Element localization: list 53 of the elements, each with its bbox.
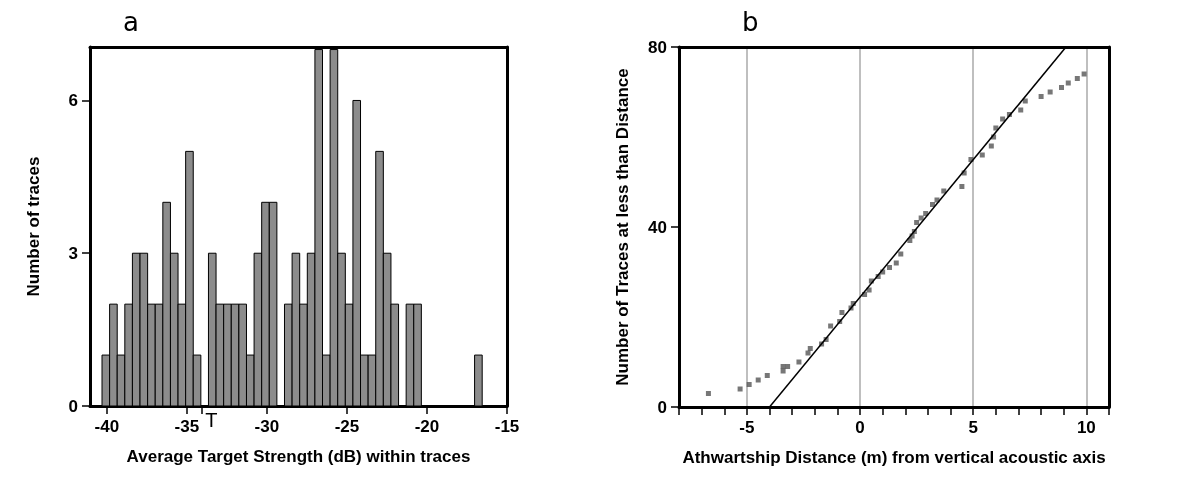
x-tick-label: -5	[739, 418, 755, 437]
x-axis-title: Average Target Strength (dB) within traces	[126, 447, 471, 466]
point	[839, 310, 845, 315]
point	[988, 143, 994, 149]
x-tick-label: -25	[334, 417, 360, 436]
y-axis-title: Number of Traces at less than Distance	[613, 68, 632, 386]
point	[805, 350, 811, 356]
point	[807, 346, 813, 351]
x-tick-label: 10	[1076, 418, 1096, 437]
point	[914, 220, 920, 225]
x-tick-label: -20	[414, 417, 440, 436]
point	[893, 260, 899, 266]
point	[1065, 80, 1071, 86]
chart-title: b	[742, 7, 759, 37]
point	[746, 382, 752, 387]
x-tick-label: 5	[968, 418, 978, 437]
point	[1058, 85, 1064, 90]
y-tick-label: 6	[68, 90, 78, 110]
x-tick-label: 0	[855, 418, 865, 437]
point	[979, 152, 985, 158]
point	[1081, 71, 1087, 77]
point	[886, 265, 892, 270]
point	[1000, 116, 1006, 122]
point	[737, 386, 743, 392]
y-tick-label: 80	[648, 37, 667, 57]
point	[929, 202, 935, 207]
point	[1047, 89, 1053, 95]
point	[1074, 76, 1080, 81]
point	[796, 359, 802, 365]
y-tick-label: 40	[648, 217, 667, 237]
point	[866, 287, 872, 293]
point	[1022, 98, 1028, 104]
point	[785, 364, 791, 369]
x-tick-label: -15	[494, 417, 520, 436]
point	[705, 391, 711, 396]
point	[780, 368, 786, 374]
point	[898, 251, 904, 257]
point	[755, 377, 761, 383]
x-axis-title: Athwartship Distance (m) from vertical acoustic axis	[682, 448, 1106, 467]
y-tick-label: 3	[68, 243, 78, 263]
y-tick-label: 0	[68, 396, 78, 416]
point	[764, 373, 770, 378]
y-axis-title: Number of traces	[24, 156, 43, 297]
point	[959, 184, 965, 189]
point	[828, 323, 834, 329]
x-tick-label: -40	[94, 417, 120, 436]
chart-title: a	[123, 7, 139, 37]
annotation: T	[205, 409, 218, 431]
point	[1038, 94, 1044, 99]
y-tick-label: 0	[657, 397, 667, 417]
point	[1018, 107, 1024, 113]
x-tick-label: -30	[254, 417, 280, 436]
x-tick-label: -35	[174, 417, 200, 436]
